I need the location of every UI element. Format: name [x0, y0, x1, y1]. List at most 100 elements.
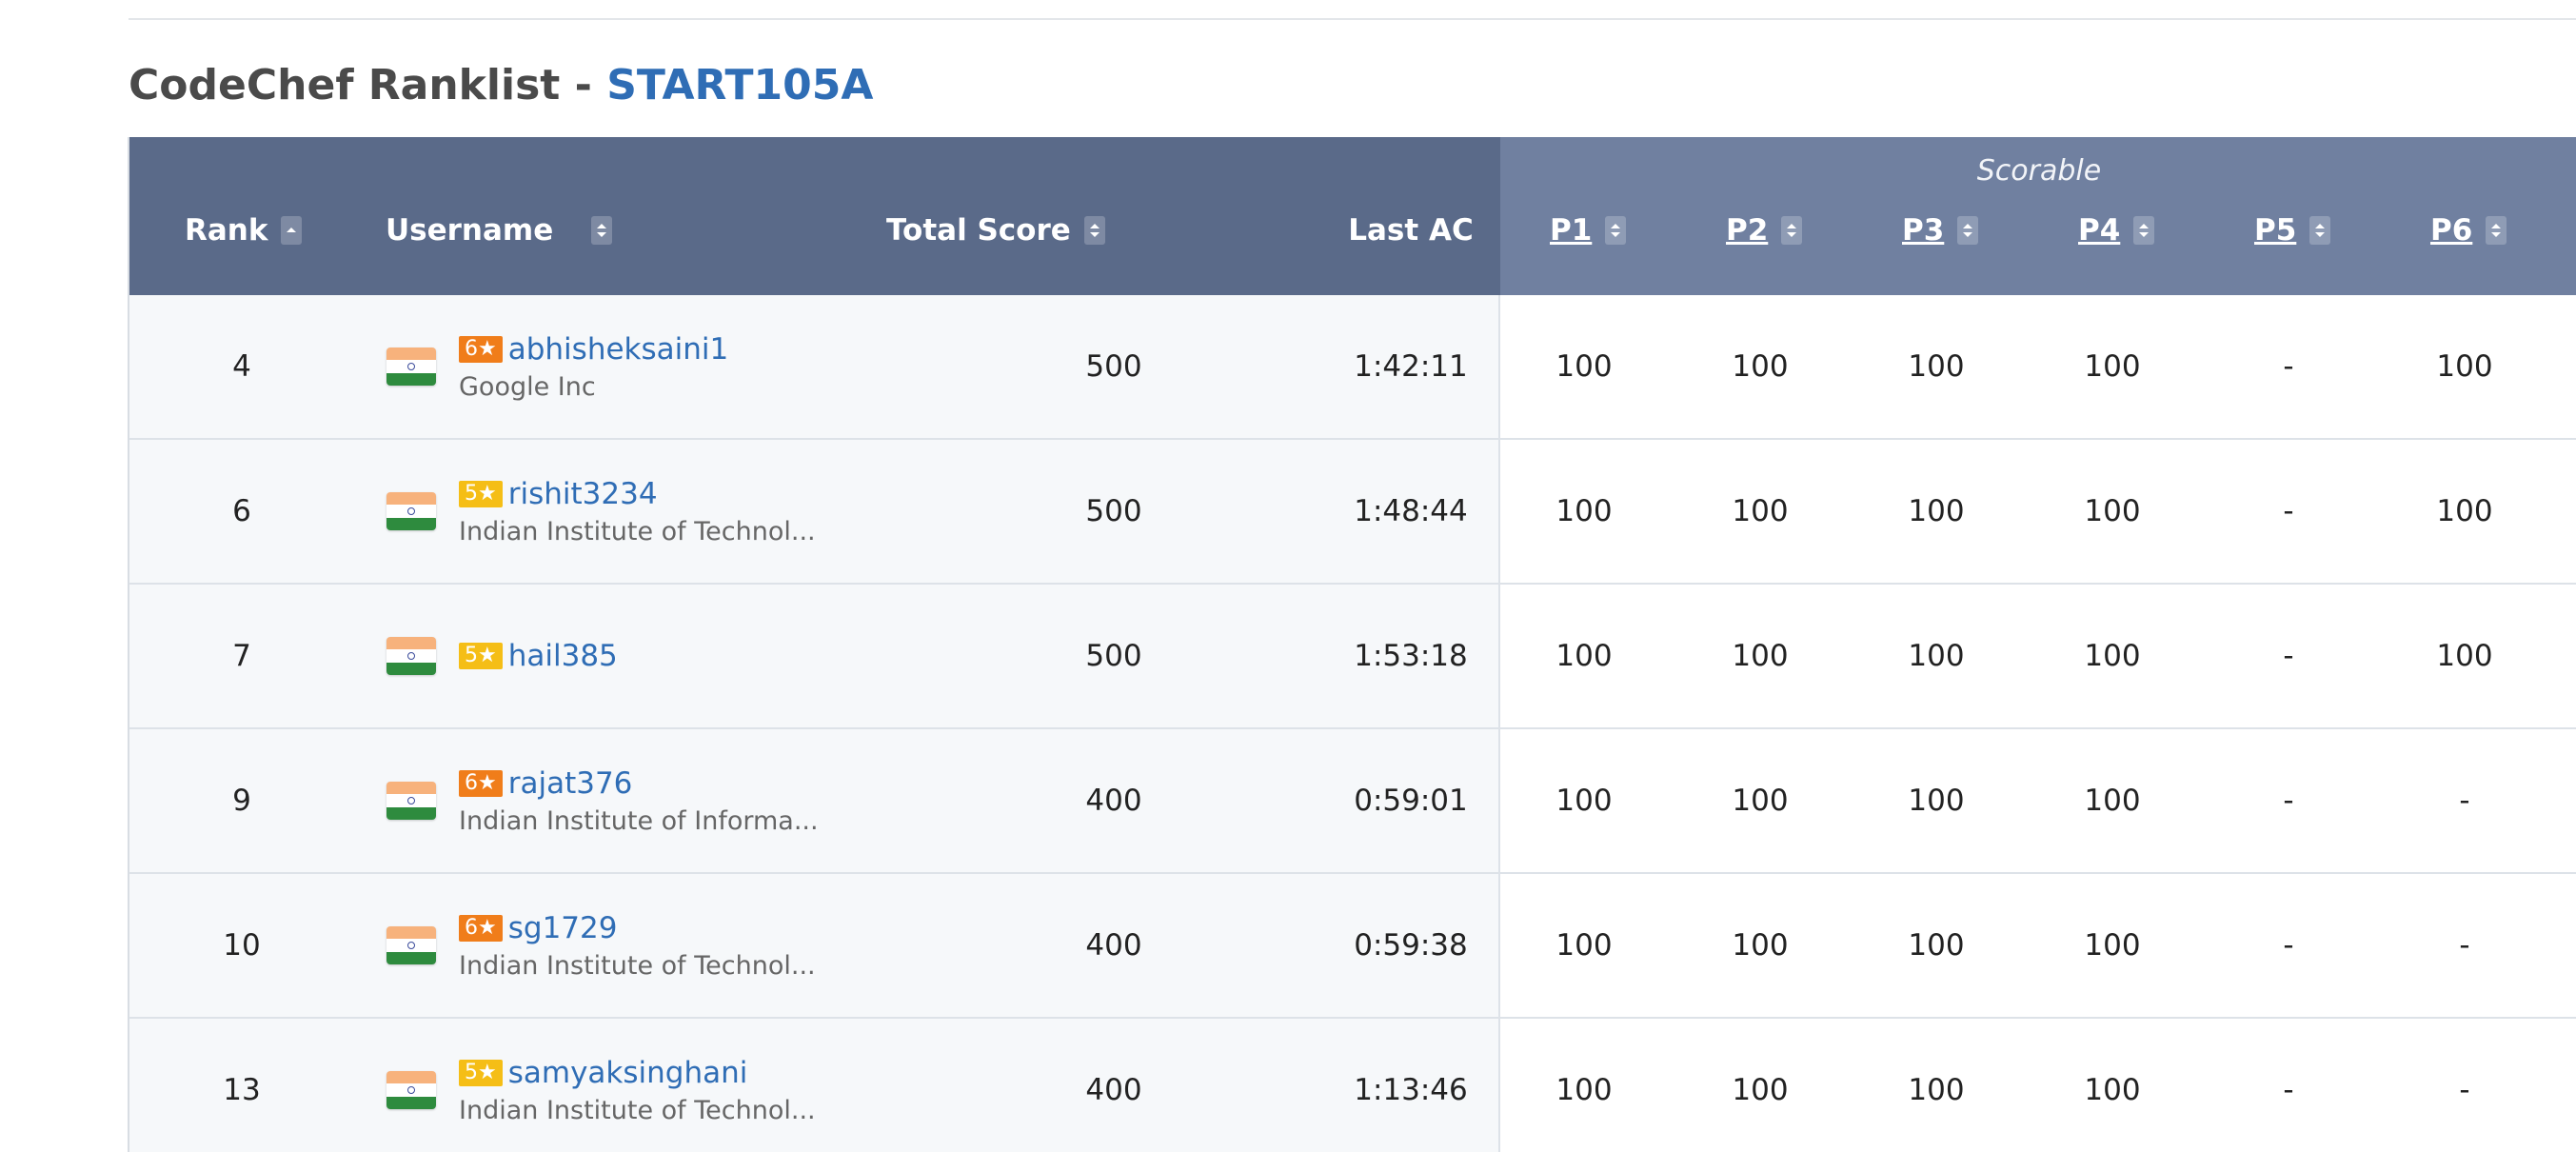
sort-asc-icon[interactable] [281, 216, 303, 245]
col-p1[interactable]: P1 [1550, 209, 1627, 251]
col-rank[interactable]: Rank [185, 209, 303, 251]
sort-icon[interactable] [2486, 216, 2507, 245]
star-rating-badge: 5★ [459, 480, 503, 507]
problem-score-cell[interactable]: 100 [2084, 1073, 2141, 1107]
problem-score-cell[interactable]: - [2459, 784, 2470, 818]
rank-cell: 7 [232, 639, 251, 673]
star-rating-badge: 6★ [459, 769, 503, 797]
ranklist-table: Scorable Rank Username Total Score Last … [128, 137, 2576, 1152]
table-row: 7 5★ hail385 500 1:53:18 100 100 100 100 - 100 [129, 585, 2576, 729]
organization-label: Indian Institute of Technol... [459, 950, 816, 981]
col-username[interactable]: Username [386, 209, 613, 251]
last-ac-cell: 1:13:46 [1354, 1073, 1468, 1107]
sort-icon[interactable] [1083, 216, 1105, 245]
india-flag-icon [386, 637, 436, 675]
table-row: 10 6★ sg1729 Indian Institute of Technol...… [129, 874, 2576, 1019]
user-cell: 6★ abhisheksaini1 Google Inc [386, 295, 728, 438]
col-p6[interactable]: P6 [2430, 209, 2507, 251]
last-ac-cell: 0:59:38 [1354, 928, 1468, 963]
problem-score-cell[interactable]: 100 [1908, 639, 1965, 673]
problem-score-cell[interactable]: 100 [2436, 494, 2493, 528]
organization-label: Indian Institute of Technol... [459, 1095, 816, 1125]
table-header: Scorable Rank Username Total Score Last … [129, 137, 2576, 295]
problem-score-cell[interactable]: - [2283, 349, 2294, 384]
problem-score-cell[interactable]: 100 [1556, 1073, 1613, 1107]
problem-score-cell[interactable]: - [2283, 784, 2294, 818]
star-rating-badge: 6★ [459, 335, 503, 363]
problem-score-cell[interactable]: 100 [1732, 784, 1789, 818]
user-cell: 6★ rajat376 Indian Institute of Informa... [386, 729, 819, 872]
star-rating-badge: 6★ [459, 914, 503, 942]
problem-score-cell[interactable]: 100 [1556, 928, 1613, 963]
username-link[interactable]: hail385 [507, 639, 618, 673]
contest-link[interactable]: START105A [606, 61, 874, 109]
user-cell: 5★ samyaksinghani Indian Institute of Tech… [386, 1019, 816, 1152]
sort-icon[interactable] [591, 216, 613, 245]
username-link[interactable]: sg1729 [507, 910, 618, 945]
sort-icon[interactable] [1605, 216, 1627, 245]
problem-score-cell[interactable]: 100 [1732, 349, 1789, 384]
organization-label: Indian Institute of Informa... [459, 805, 819, 836]
rank-cell: 13 [223, 1073, 261, 1107]
rank-cell: 9 [232, 784, 251, 818]
col-last-ac: Last AC [1348, 213, 1474, 248]
problem-score-cell[interactable]: - [2459, 928, 2470, 963]
table-row: 9 6★ rajat376 Indian Institute of Informa..… [129, 729, 2576, 874]
col-p3[interactable]: P3 [1902, 209, 1979, 251]
problem-score-cell[interactable]: - [2283, 928, 2294, 963]
sort-icon[interactable] [2309, 216, 2331, 245]
table-row: 13 5★ samyaksinghani Indian Institute of Te… [129, 1019, 2576, 1152]
page-title-prefix: CodeChef Ranklist - [129, 61, 607, 109]
table-row: 6 5★ rishit3234 Indian Institute of Technol… [129, 440, 2576, 585]
problem-score-cell[interactable]: - [2283, 639, 2294, 673]
problem-score-cell[interactable]: 100 [1732, 494, 1789, 528]
problem-score-cell[interactable]: 100 [2436, 639, 2493, 673]
star-rating-badge: 5★ [459, 643, 503, 669]
col-p5[interactable]: P5 [2254, 209, 2331, 251]
problem-score-cell[interactable]: 100 [1556, 494, 1613, 528]
username-link[interactable]: rishit3234 [507, 476, 658, 511]
page-title: CodeChef Ranklist - START105A [129, 61, 873, 109]
problem-score-cell[interactable]: 100 [1556, 639, 1613, 673]
user-cell: 6★ sg1729 Indian Institute of Technol... [386, 874, 816, 1017]
problem-score-cell[interactable]: 100 [2084, 928, 2141, 963]
problem-score-cell[interactable]: 100 [2084, 784, 2141, 818]
sort-icon[interactable] [1781, 216, 1803, 245]
last-ac-cell: 1:42:11 [1354, 349, 1468, 384]
problem-score-cell[interactable]: 100 [1908, 784, 1965, 818]
problem-score-cell[interactable]: - [2283, 494, 2294, 528]
rank-cell: 10 [223, 928, 261, 963]
problem-score-cell[interactable]: 100 [1732, 639, 1789, 673]
total-score-cell: 400 [1085, 1073, 1142, 1107]
problem-score-cell[interactable]: 100 [2084, 349, 2141, 384]
problem-score-cell[interactable]: 100 [2084, 639, 2141, 673]
india-flag-icon [386, 492, 436, 530]
problem-score-cell[interactable]: 100 [2436, 349, 2493, 384]
col-p4[interactable]: P4 [2078, 209, 2155, 251]
problem-score-cell[interactable]: 100 [1732, 1073, 1789, 1107]
username-link[interactable]: samyaksinghani [507, 1055, 748, 1090]
sort-icon[interactable] [2133, 216, 2155, 245]
problem-score-cell[interactable]: 100 [1908, 1073, 1965, 1107]
total-score-cell: 500 [1085, 639, 1142, 673]
problem-score-cell[interactable]: 100 [1556, 349, 1613, 384]
total-score-cell: 500 [1085, 349, 1142, 384]
username-link[interactable]: rajat376 [507, 765, 633, 801]
last-ac-cell: 0:59:01 [1354, 784, 1468, 818]
col-p2[interactable]: P2 [1726, 209, 1803, 251]
india-flag-icon [386, 926, 436, 964]
problem-score-cell[interactable]: 100 [1908, 349, 1965, 384]
problem-score-cell[interactable]: 100 [1908, 494, 1965, 528]
organization-label: Indian Institute of Technol... [459, 516, 816, 546]
username-link[interactable]: abhisheksaini1 [507, 331, 729, 367]
col-total-score[interactable]: Total Score [886, 209, 1105, 251]
table-row: 4 6★ abhisheksaini1 Google Inc 500 1:42:11 100… [129, 295, 2576, 440]
problem-score-cell[interactable]: 100 [1732, 928, 1789, 963]
sort-icon[interactable] [1957, 216, 1979, 245]
problem-score-cell[interactable]: - [2459, 1073, 2470, 1107]
problem-score-cell[interactable]: - [2283, 1073, 2294, 1107]
problem-score-cell[interactable]: 100 [1556, 784, 1613, 818]
problem-score-cell[interactable]: 100 [2084, 494, 2141, 528]
problem-score-cell[interactable]: 100 [1908, 928, 1965, 963]
india-flag-icon [386, 782, 436, 820]
